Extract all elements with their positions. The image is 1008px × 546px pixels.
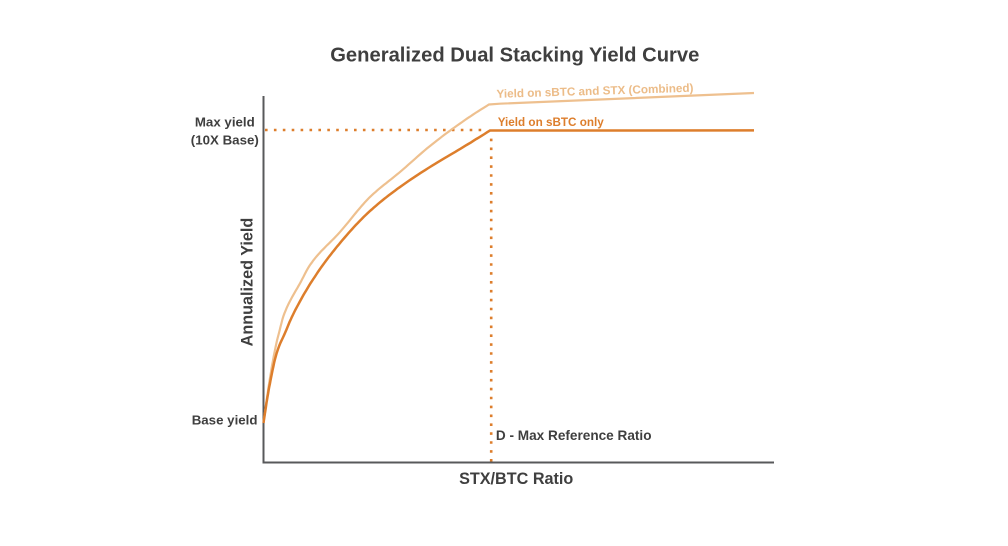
svg-text:D - Max Reference Ratio: D - Max Reference Ratio: [496, 428, 652, 443]
svg-text:Annualized Yield: Annualized Yield: [238, 218, 256, 347]
svg-text:Base yield: Base yield: [192, 413, 258, 428]
svg-text:STX/BTC Ratio: STX/BTC Ratio: [459, 470, 573, 488]
svg-text:Yield on sBTC only: Yield on sBTC only: [498, 116, 605, 129]
svg-text:Max yield: Max yield: [195, 115, 255, 130]
svg-text:Yield on sBTC and STX (Combine: Yield on sBTC and STX (Combined): [496, 82, 693, 101]
svg-text:Generalized Dual Stacking Yiel: Generalized Dual Stacking Yield Curve: [330, 45, 699, 67]
svg-text:(10X Base): (10X Base): [191, 133, 259, 148]
